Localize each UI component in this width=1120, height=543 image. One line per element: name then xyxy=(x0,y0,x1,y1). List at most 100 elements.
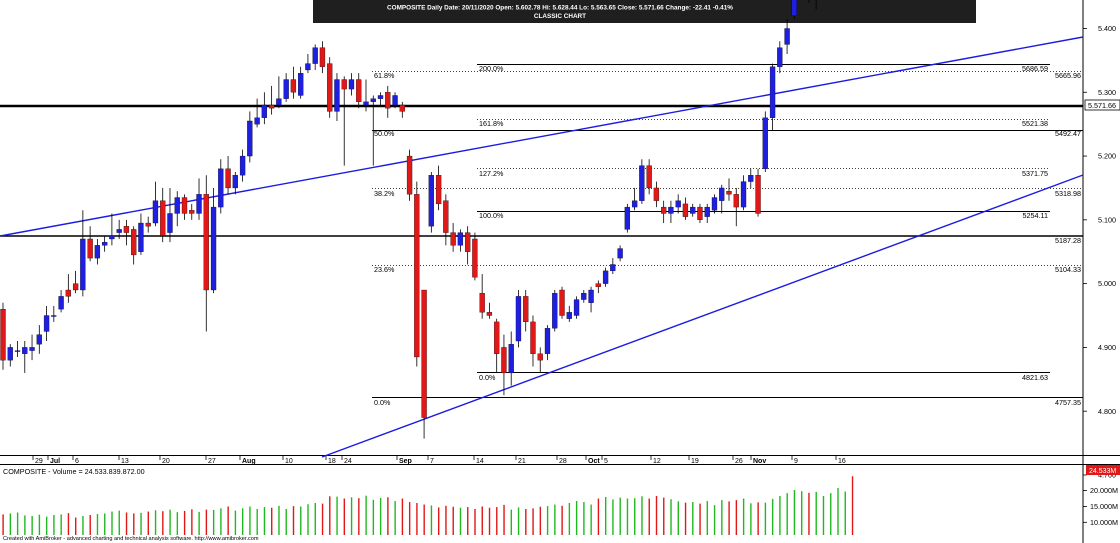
candle-body xyxy=(755,175,761,214)
volume-bar xyxy=(256,509,258,535)
candle-body xyxy=(22,347,28,354)
volume-bar xyxy=(350,497,353,535)
candle-body xyxy=(14,350,21,352)
volume-bar xyxy=(329,496,331,535)
volume-tick-label: 15.000M xyxy=(1090,502,1118,511)
candle-body xyxy=(268,104,275,109)
candle-body xyxy=(7,347,13,361)
volume-bar xyxy=(822,496,825,535)
fib-right-value: 5187.28 xyxy=(1055,236,1081,245)
candle-body xyxy=(109,235,115,240)
volume-bar xyxy=(488,507,491,535)
fib-right-value: 5665.96 xyxy=(1055,71,1081,80)
volume-bar xyxy=(459,507,462,535)
volume-bar xyxy=(554,504,556,535)
candle-body xyxy=(624,206,631,230)
candle-body xyxy=(298,72,304,96)
volume-bar xyxy=(583,502,585,535)
volume-bar xyxy=(670,499,672,535)
candle-body xyxy=(261,104,268,118)
fib-right-value: 5521.38 xyxy=(1022,119,1048,128)
candle-body xyxy=(421,289,427,418)
candle-body xyxy=(51,315,57,317)
candle-body xyxy=(36,334,42,345)
candle-body xyxy=(341,79,347,90)
candle-body xyxy=(239,155,246,176)
last-price-label: 5.571.66 xyxy=(1088,101,1116,110)
volume-bar xyxy=(692,502,694,535)
volume-bar xyxy=(379,497,382,535)
candle-body xyxy=(646,165,652,189)
volume-bar xyxy=(307,504,309,535)
volume-bar xyxy=(89,515,91,535)
volume-bar xyxy=(67,513,70,535)
volume-bar xyxy=(423,504,425,535)
volume-bar xyxy=(401,498,404,535)
volume-bar xyxy=(96,514,99,535)
volume-bar xyxy=(496,507,498,535)
volume-bar xyxy=(699,503,701,535)
fib-left-label: 38.2% xyxy=(374,189,395,198)
volume-bar xyxy=(38,514,41,535)
candle-body xyxy=(552,293,558,329)
volume-bar xyxy=(575,501,578,535)
candle-body xyxy=(290,79,297,93)
time-tick-label: 26 xyxy=(735,458,743,465)
time-tick-label: 12 xyxy=(653,458,661,465)
candle-body xyxy=(392,95,398,106)
candle-body xyxy=(399,104,405,112)
candle-body xyxy=(377,95,384,99)
candle-body xyxy=(675,200,681,208)
candle-body xyxy=(581,293,587,300)
lower-trendline xyxy=(321,174,1084,458)
volume-bar xyxy=(532,508,534,535)
candle-body xyxy=(123,226,130,233)
candle-body xyxy=(791,0,797,16)
candle-body xyxy=(544,328,551,354)
time-tick-label: 10 xyxy=(285,458,293,465)
fib-right-pct: 161.8% xyxy=(479,119,504,128)
fib-right-value: 4821.63 xyxy=(1022,373,1048,382)
volume-bar xyxy=(568,502,571,535)
price-tick-label: 5.200 xyxy=(1098,152,1116,161)
volume-bar xyxy=(467,507,469,535)
volume-bar xyxy=(285,509,287,535)
candle-body xyxy=(276,98,282,106)
candle-body xyxy=(65,289,71,297)
volume-bar xyxy=(844,491,846,535)
volume-bar xyxy=(416,502,418,535)
volume-bar xyxy=(517,507,520,535)
candlestick-series xyxy=(0,0,817,439)
fib-right-value: 5686.59 xyxy=(1022,64,1048,73)
volume-bar xyxy=(742,498,745,535)
time-tick-label: 14 xyxy=(476,458,484,465)
volume-bar xyxy=(619,497,621,535)
time-tick-label: Oct xyxy=(588,458,600,465)
candle-body xyxy=(203,194,209,291)
candle-body xyxy=(631,200,638,208)
candle-body xyxy=(196,194,202,214)
candle-body xyxy=(225,168,231,189)
volume-bar xyxy=(372,499,375,535)
volume-bar xyxy=(793,489,796,535)
fib-right-pct: 100.0% xyxy=(479,211,504,220)
candle-body xyxy=(602,270,609,284)
volume-bar xyxy=(684,502,687,535)
volume-bar xyxy=(430,505,433,535)
volume-bar xyxy=(169,509,171,535)
fib-right-pct: 200.0% xyxy=(479,64,504,73)
volume-bar xyxy=(82,515,84,535)
volume-bar xyxy=(227,506,229,535)
candle-body xyxy=(472,238,478,278)
volume-bar xyxy=(205,509,208,535)
candle-body xyxy=(210,206,217,291)
volume-bar xyxy=(655,496,658,535)
volume-bar xyxy=(198,511,200,535)
volume-bar xyxy=(321,503,324,535)
candle-body xyxy=(80,238,86,291)
candle-body xyxy=(704,206,710,217)
candle-body xyxy=(356,79,362,102)
candle-body xyxy=(189,210,195,214)
candle-body xyxy=(486,312,493,316)
